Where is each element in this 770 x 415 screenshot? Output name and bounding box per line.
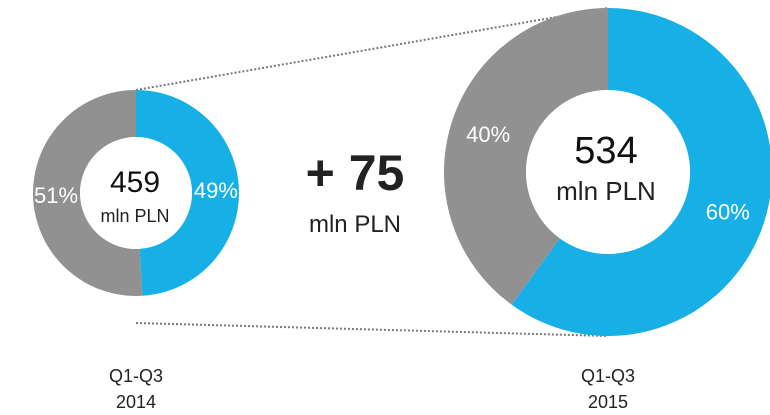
slice-label-2014-0: 49% <box>194 178 238 203</box>
slice-label-2015-0: 60% <box>706 200 750 225</box>
donut-2014: 49% 51% <box>32 90 239 297</box>
donut-2015: 60% 40% <box>444 8 770 336</box>
slice-2014-1 <box>32 90 143 297</box>
donut-hole-2015 <box>526 90 690 254</box>
slice-2014-0 <box>136 90 239 296</box>
delta-value: + 75 <box>306 145 405 201</box>
slice-2015-0 <box>511 8 770 336</box>
donut-hole-2014 <box>80 137 192 249</box>
slice-2015-1 <box>444 8 608 305</box>
period-2014-line2: 2014 <box>116 392 156 412</box>
period-2015-line2: 2015 <box>588 392 628 412</box>
period-2014-line1: Q1-Q3 <box>109 366 163 386</box>
donut-2015-unit: mln PLN <box>556 176 656 206</box>
donut-2014-total: 459 <box>110 166 160 199</box>
connector-lines <box>135 7 609 337</box>
slice-label-2015-1: 40% <box>466 122 510 147</box>
donut-2014-unit: mln PLN <box>100 206 169 226</box>
slice-label-2014-1: 51% <box>34 183 78 208</box>
donut-2015-total: 534 <box>574 130 637 172</box>
delta-unit: mln PLN <box>309 211 401 238</box>
connector-bottom <box>135 322 609 337</box>
period-2015-line1: Q1-Q3 <box>581 366 635 386</box>
